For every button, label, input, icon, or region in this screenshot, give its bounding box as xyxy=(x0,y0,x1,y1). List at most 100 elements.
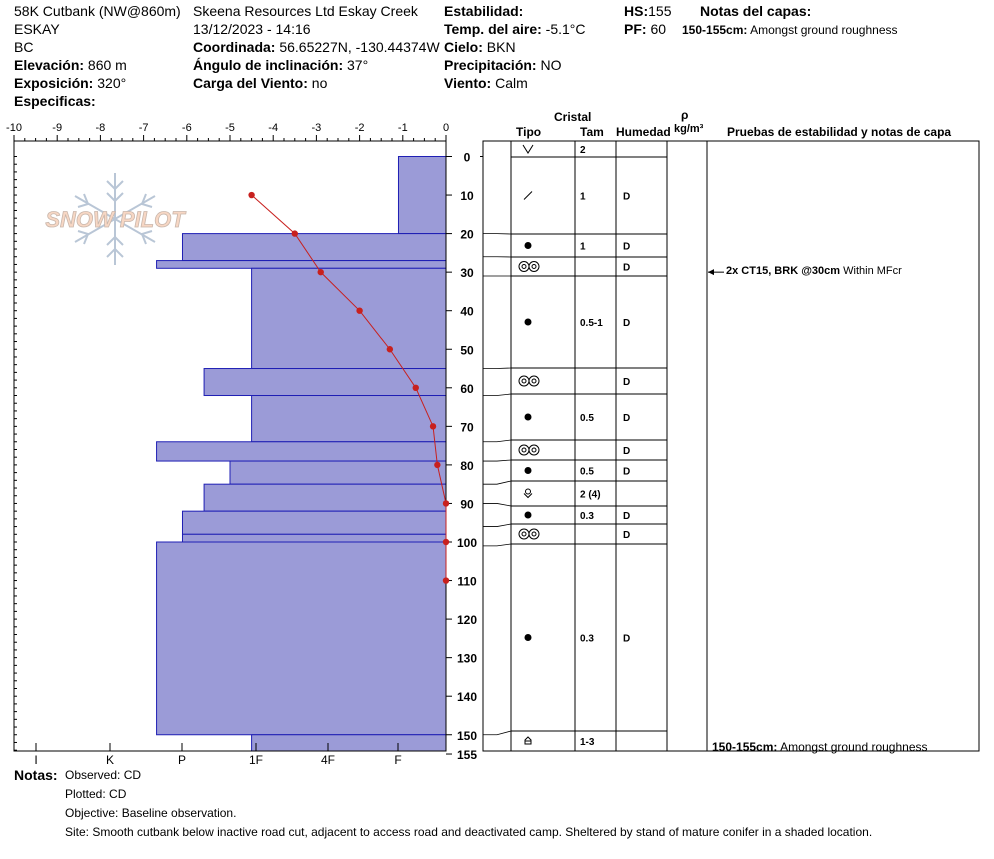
notes-label: Notas: xyxy=(14,767,58,783)
hardness-bar xyxy=(156,441,447,462)
size-header: Tam xyxy=(580,125,604,139)
crystal-moisture: D xyxy=(623,446,630,457)
depth-tick-label: 120 xyxy=(457,613,477,627)
depth-tick-label: 140 xyxy=(457,690,477,704)
crystal-header: Cristal xyxy=(554,110,592,124)
hardness-bar xyxy=(251,267,447,370)
hardness-bar xyxy=(156,541,447,736)
melt-freeze-icon xyxy=(518,375,530,387)
air-temp-value: -5.1°C xyxy=(545,21,586,37)
temp-tick-label: 0 xyxy=(443,122,449,134)
temperature-point xyxy=(386,346,394,353)
temperature-point xyxy=(356,307,363,314)
crystal-moisture: D xyxy=(623,242,630,253)
hardness-bars xyxy=(156,156,447,752)
temperature-profile xyxy=(248,191,450,584)
hardness-tick-label: K xyxy=(106,753,114,767)
temp-tick-label: -6 xyxy=(182,122,192,134)
hardness-bar xyxy=(251,395,447,443)
temperature-point xyxy=(248,191,255,199)
chart-frame: -10 -9 -8 -7 -6 -5 -4 -3 -2 -1 0I K P 1F 4F F0102030405… xyxy=(6,122,477,767)
temp-tick-label: -10 xyxy=(6,122,22,134)
wind-load-value: no xyxy=(311,75,328,91)
melt-freeze-icon xyxy=(518,444,530,456)
wind: Viento: Calm xyxy=(444,76,528,90)
hardness-tick-label: I xyxy=(34,753,37,767)
rounded-grain-icon xyxy=(524,242,532,249)
hs-value: 155 xyxy=(648,3,672,19)
melt-freeze-icon-inner xyxy=(521,531,527,537)
depth-tick-label: 20 xyxy=(460,228,474,242)
melt-freeze-icon xyxy=(528,528,540,540)
hs-label: HS: xyxy=(624,3,649,19)
layer-connector xyxy=(483,523,512,527)
hardness-bar xyxy=(203,483,447,512)
depth-tick-label: 30 xyxy=(460,266,474,280)
melt-freeze-icon xyxy=(518,528,530,540)
layer-note: 150-155cm: Amongst ground roughness xyxy=(682,24,898,36)
layer-connector xyxy=(483,480,512,485)
air-temp-label: Temp. del aire: xyxy=(444,21,542,37)
depth-tick-label: 10 xyxy=(460,189,474,203)
density-rho-header: ρ xyxy=(681,108,689,122)
decomposed-icon xyxy=(523,191,533,200)
density-unit-header: kg/m³ xyxy=(674,123,704,135)
melt-freeze-icon-inner xyxy=(531,447,537,453)
aspect-value: 320° xyxy=(97,75,127,91)
crystal-moisture: D xyxy=(623,377,630,388)
air-temperature: Temp. del aire: -5.1°C xyxy=(444,22,586,36)
wind-label: Viento: xyxy=(444,75,492,91)
temp-tick-label: -4 xyxy=(268,122,278,134)
hardness-tick-label: 1F xyxy=(249,753,263,767)
temp-tick-label: -9 xyxy=(52,122,62,134)
rounded-grain-icon xyxy=(524,511,532,519)
depth-tick-label: 155 xyxy=(457,748,477,762)
melt-freeze-icon-inner xyxy=(531,531,537,537)
layer-connector xyxy=(483,439,512,443)
layer-note-range: 150-155cm: xyxy=(682,23,748,37)
foot-penetration: PF: 60 xyxy=(624,22,666,36)
layer-connector xyxy=(483,393,512,396)
layer-connector xyxy=(483,503,512,507)
depth-tick-label: 70 xyxy=(460,420,474,434)
crystal-table: 21 D1 DD0.5-1 DD0.5 DD0.5 D2 (4)0.3 DD0.3 D1-3 xyxy=(480,140,980,752)
precip-label: Precipitación: xyxy=(444,57,537,73)
profile-title: 58K Cutbank (NW@860m) xyxy=(14,3,181,19)
crystal-moisture: D xyxy=(623,413,630,424)
test-result-arrowhead xyxy=(708,269,714,276)
temperature-point xyxy=(291,230,298,237)
coordinates: Coordinada: 56.65227N, -130.44374W xyxy=(193,40,440,54)
crystal-size: 0.5 xyxy=(580,467,594,478)
elevation: Elevación: 860 m xyxy=(14,58,127,72)
melt-freeze-icon xyxy=(528,261,540,272)
melt-freeze-icon xyxy=(518,261,530,272)
tests-header: Pruebas de estabilidad y notas de capa xyxy=(727,125,952,139)
depth-tick-label: 100 xyxy=(457,536,477,550)
crystal-moisture: D xyxy=(623,634,630,645)
hardness-bar xyxy=(397,156,447,235)
depth-tick-label: 130 xyxy=(457,652,477,666)
specifics-label: Especificas: xyxy=(14,93,96,109)
aspect-label: Exposición: xyxy=(14,75,94,91)
temperature-point xyxy=(317,268,324,276)
pf-label: PF: xyxy=(624,21,647,37)
melt-freeze-icon-inner xyxy=(531,264,537,269)
temp-tick-label: -7 xyxy=(139,122,149,134)
crystal-size: 0.5-1 xyxy=(580,318,603,329)
hardness-bar xyxy=(251,734,447,752)
slope-value: 37° xyxy=(347,57,369,73)
bottom-note-text: Amongst ground roughness xyxy=(780,740,928,754)
temperature-point xyxy=(442,577,450,584)
depth-tick-label: 40 xyxy=(460,305,474,319)
sky-condition: Cielo: BKN xyxy=(444,40,516,54)
stability-test-result: 2x CT15, BRK @30cm Within MFcr xyxy=(726,266,902,277)
layer-connector xyxy=(483,459,512,462)
mixed-form-icon xyxy=(525,488,531,495)
crystal-moisture: D xyxy=(623,263,630,274)
layer-connector xyxy=(483,730,512,736)
test-result-note: Within MFcr xyxy=(843,265,902,277)
rounded-grain-icon xyxy=(524,413,532,421)
depth-tick-label: 150 xyxy=(457,729,477,743)
depth-tick-label: 60 xyxy=(460,382,474,396)
layer-connector xyxy=(483,543,512,547)
